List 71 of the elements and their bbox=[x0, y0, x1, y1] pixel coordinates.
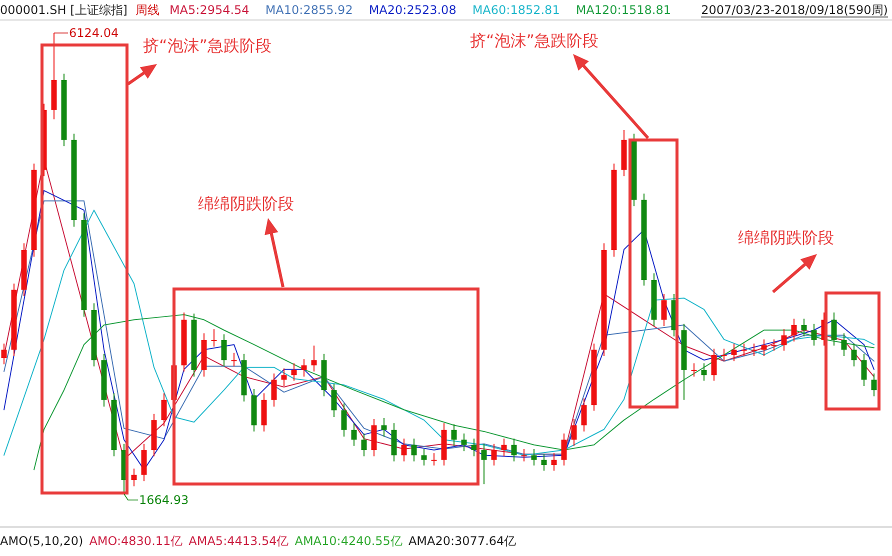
text: 2007/03/23-2018/09/18(590周) bbox=[701, 3, 888, 17]
candlestick bbox=[581, 398, 587, 432]
candlestick bbox=[491, 443, 497, 466]
candlestick bbox=[561, 433, 567, 466]
candlestick bbox=[861, 353, 867, 386]
candlestick bbox=[771, 338, 777, 352]
candlestick bbox=[211, 328, 217, 348]
annotation: 挤“泡沫”急跌阶段 bbox=[470, 31, 599, 50]
candlestick bbox=[691, 362, 697, 378]
text: AMA20:3077.64亿 bbox=[408, 534, 516, 548]
candlestick bbox=[231, 352, 237, 367]
text: AMA5:4413.54亿 bbox=[188, 534, 289, 548]
text: MA10:2855.92 bbox=[265, 3, 353, 17]
annotation: 绵绵阴跌阶段 bbox=[198, 194, 294, 213]
candlestick bbox=[801, 318, 807, 337]
candlestick bbox=[661, 293, 667, 326]
candlestick bbox=[301, 358, 307, 378]
candlestick bbox=[871, 373, 877, 397]
text: AMO(5,10,20) bbox=[0, 534, 84, 548]
candlestick bbox=[401, 438, 407, 462]
candlestick bbox=[331, 383, 337, 418]
candlestick bbox=[811, 323, 817, 346]
candlestick bbox=[571, 418, 577, 446]
candlestick bbox=[511, 438, 517, 462]
candlestick bbox=[161, 392, 167, 427]
candlestick bbox=[131, 468, 137, 487]
candlestick bbox=[741, 343, 747, 356]
candlestick bbox=[481, 443, 487, 485]
annotation: 挤“泡沫”急跌阶段 bbox=[143, 36, 272, 55]
text: AMO:4830.11亿 bbox=[89, 534, 183, 548]
candlestick bbox=[731, 343, 737, 362]
candlestick bbox=[841, 332, 847, 356]
candlestick bbox=[761, 338, 767, 356]
candlestick bbox=[431, 452, 437, 466]
annotation: 1664.93 bbox=[139, 493, 189, 507]
candlestick bbox=[521, 448, 527, 462]
text: AMA10:4240.55亿 bbox=[294, 534, 402, 548]
candlestick bbox=[281, 368, 287, 386]
candlestick bbox=[461, 433, 467, 452]
candlestick bbox=[381, 418, 387, 438]
candlestick bbox=[751, 343, 757, 356]
candlestick bbox=[851, 343, 857, 367]
candlestick bbox=[361, 433, 367, 457]
candlestick bbox=[551, 452, 557, 472]
candlestick bbox=[791, 318, 797, 342]
text: MA60:1852.81 bbox=[472, 3, 560, 17]
annotation: 6124.04 bbox=[69, 26, 119, 40]
text: MA20:2523.08 bbox=[368, 3, 456, 17]
candlestick bbox=[541, 454, 547, 472]
candlestick bbox=[711, 348, 717, 382]
candlestick bbox=[271, 373, 277, 408]
text: MA120:1518.81 bbox=[576, 3, 671, 17]
chart-subtitle: 周线 bbox=[135, 3, 160, 17]
chart-title: 000001.SH [上证综指] bbox=[0, 3, 128, 17]
text: MA5:2954.54 bbox=[169, 3, 250, 17]
candlestick bbox=[721, 348, 727, 362]
candlestick bbox=[341, 403, 347, 438]
candlestick bbox=[781, 328, 787, 352]
candlestick bbox=[421, 448, 427, 466]
candlestick bbox=[221, 334, 227, 367]
candlestick bbox=[351, 422, 357, 446]
candlestick bbox=[1, 343, 7, 365]
candlestick bbox=[831, 312, 837, 346]
candlestick bbox=[701, 362, 707, 382]
candlestick bbox=[411, 438, 417, 462]
candlestick bbox=[311, 345, 317, 372]
candlestick bbox=[531, 448, 537, 466]
candlestick bbox=[291, 362, 297, 382]
candlestick bbox=[451, 424, 457, 446]
annotation: 绵绵阴跌阶段 bbox=[738, 228, 834, 247]
candlestick bbox=[501, 438, 507, 457]
